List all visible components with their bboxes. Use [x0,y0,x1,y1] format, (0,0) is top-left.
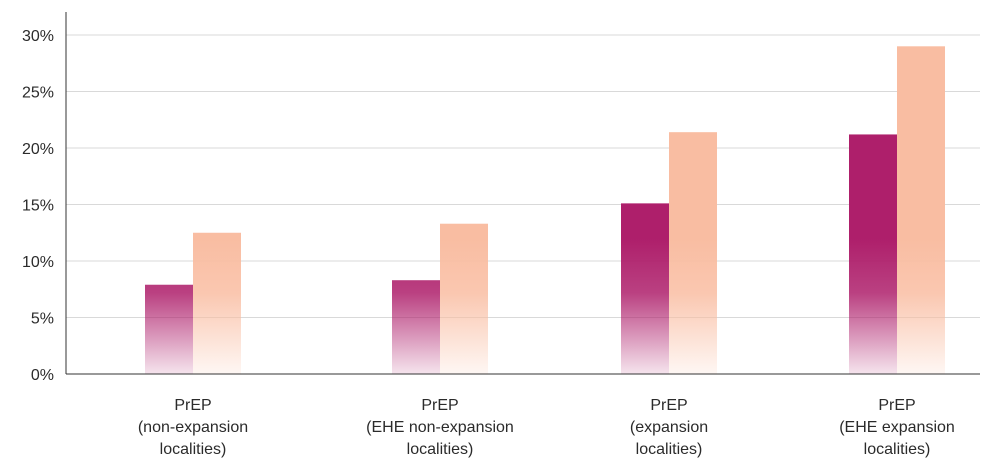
y-tick-label: 25% [22,85,54,102]
y-axis-ticks: 0% 5% 10% 15% 20% 25% 30% [22,28,54,384]
y-tick-label: 20% [22,141,54,158]
x-category-label: PrEP (EHE non-expansion localities) [366,397,514,458]
y-tick-label: 0% [31,367,54,384]
bar-series2-category2 [440,223,488,374]
bar-series1-category3 [621,203,669,374]
bar-series2-category3 [669,132,717,374]
bar-series1-category2 [392,280,440,374]
x-category-label: PrEP (EHE expansion localities) [839,397,955,458]
y-tick-label: 10% [22,254,54,271]
y-tick-label: 15% [22,198,54,215]
x-category-label: PrEP (expansion localities) [630,397,708,458]
x-category-label: PrEP (non-expansion localities) [138,397,248,458]
bar-series1-category1 [145,284,193,374]
y-tick-label: 30% [22,28,54,45]
bar-series2-category1 [193,232,241,374]
bar-series1-category4 [849,134,897,374]
bars [145,46,945,375]
axes [65,12,980,375]
x-axis-labels: PrEP (non-expansion localities) PrEP (EHE no… [138,397,955,458]
bar-series2-category4 [897,46,945,375]
y-tick-label: 5% [31,311,54,328]
